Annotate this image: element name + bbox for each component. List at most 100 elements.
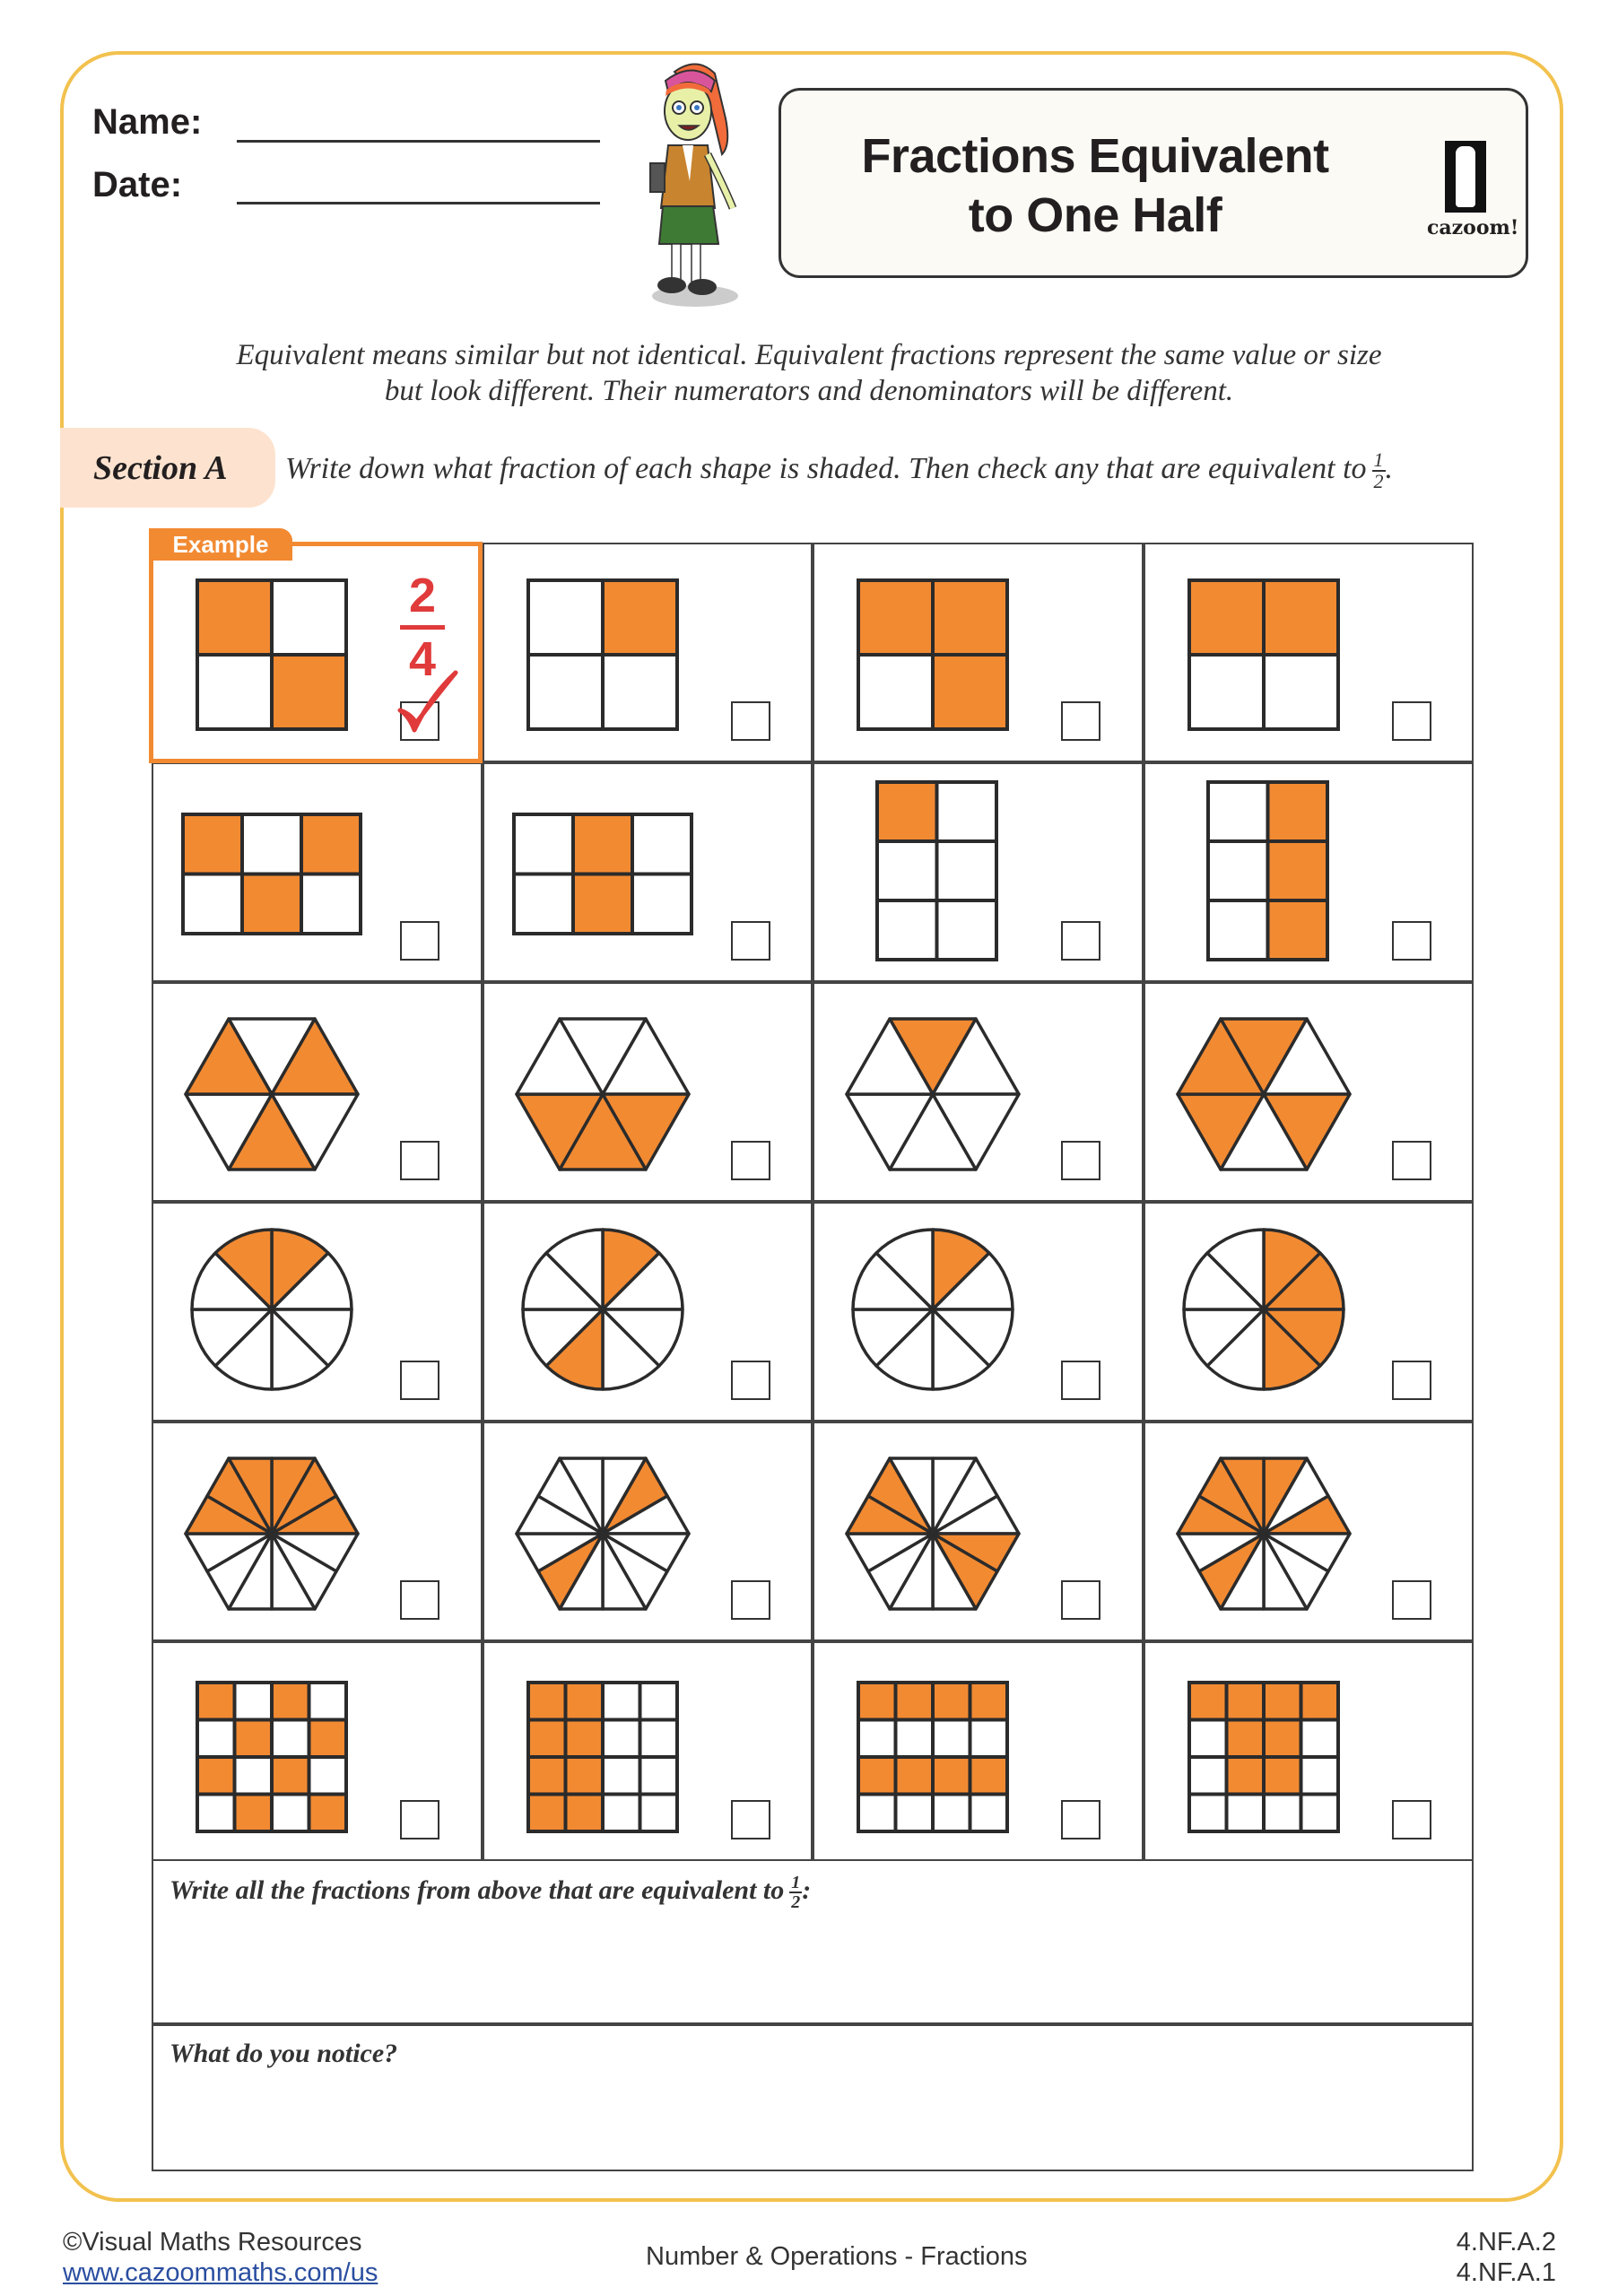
shaded-part <box>931 578 1009 657</box>
equivalent-checkbox[interactable] <box>730 921 770 961</box>
unshaded-part <box>638 1755 679 1796</box>
shaded-part <box>526 1718 567 1759</box>
unshaded-part <box>181 872 244 935</box>
shape-cell <box>152 1422 483 1641</box>
equivalent-checkbox[interactable] <box>730 701 770 741</box>
unshaded-part <box>935 839 998 902</box>
section-instruction: Write down what fraction of each shape i… <box>285 450 1393 491</box>
shape-cell <box>813 1422 1144 1641</box>
example-highlight <box>149 542 483 763</box>
equivalent-checkbox[interactable] <box>1391 1141 1431 1180</box>
unshaded-part <box>968 1792 1009 1833</box>
fraction-bar <box>400 625 445 630</box>
shaded-part <box>875 780 939 843</box>
shaded-part <box>1261 578 1340 657</box>
logo-text: cazoom! <box>1427 216 1519 239</box>
shape-cell <box>482 1202 813 1422</box>
name-field[interactable] <box>237 140 600 143</box>
unshaded-part <box>857 653 935 731</box>
shaded-part <box>1261 1718 1302 1759</box>
unshaded-part <box>1187 1718 1228 1759</box>
unshaded-part <box>875 899 939 961</box>
unshaded-part <box>638 1718 679 1759</box>
hexagon-shape <box>1175 1017 1352 1171</box>
equivalent-checkbox[interactable] <box>730 1141 770 1180</box>
equivalent-checkbox[interactable] <box>1391 701 1431 741</box>
footer-link[interactable]: www.cazoommaths.com/us <box>63 2258 378 2287</box>
equivalent-checkbox[interactable] <box>1391 921 1431 961</box>
shaded-part <box>526 1792 567 1833</box>
shaded-part <box>1218 1457 1266 1535</box>
circle-shape <box>851 1228 1014 1391</box>
shaded-part <box>526 1681 567 1722</box>
equivalent-checkbox[interactable] <box>1061 701 1100 741</box>
shaded-part <box>196 578 274 657</box>
footer-standard-2: 4.NF.A.1 <box>1456 2258 1556 2287</box>
shaded-part <box>270 1681 311 1722</box>
fraction-numerator: 1 <box>1371 448 1386 472</box>
shape-cell <box>152 982 483 1202</box>
shape-cell <box>1143 762 1474 982</box>
unshaded-part <box>1205 1228 1266 1311</box>
shaded-part <box>181 813 244 876</box>
unshaded-part <box>196 1718 237 1759</box>
date-field[interactable] <box>237 202 600 204</box>
shaded-part <box>1266 839 1329 902</box>
footer-topic: Number & Operations - Fractions <box>646 2242 1028 2271</box>
shaded-part <box>240 872 303 935</box>
unshaded-part <box>638 1792 679 1833</box>
notice-prompt: What do you notice? <box>170 2039 398 2068</box>
shaded-part <box>1224 1718 1266 1759</box>
unshaded-part <box>1205 899 1269 961</box>
equivalent-checkbox[interactable] <box>730 1580 770 1620</box>
unshaded-part <box>232 1681 274 1722</box>
equivalent-checkbox[interactable] <box>400 1580 439 1620</box>
equivalent-checkbox[interactable] <box>1061 1361 1100 1400</box>
equivalent-checkbox[interactable] <box>1391 1361 1431 1400</box>
equivalent-checkbox[interactable] <box>1061 921 1100 961</box>
date-label: Date: <box>92 165 183 204</box>
cazoom-logo: cazoom! <box>1427 141 1519 239</box>
equivalent-prompt-text: Write all the fractions from above that … <box>170 1874 785 1905</box>
equivalent-checkbox[interactable] <box>1061 1580 1100 1620</box>
hexagon-shape <box>845 1457 1021 1611</box>
equivalent-checkbox[interactable] <box>1061 1800 1100 1839</box>
equivalent-checkbox[interactable] <box>730 1800 770 1839</box>
equivalent-checkbox[interactable] <box>1391 1580 1431 1620</box>
equivalent-checkbox[interactable] <box>730 1361 770 1400</box>
unshaded-part <box>270 1718 311 1759</box>
equivalent-checkbox[interactable] <box>400 921 439 961</box>
shape-cell <box>813 543 1144 762</box>
girl-illustration <box>649 63 738 307</box>
unshaded-part <box>600 1681 641 1722</box>
shaded-part <box>307 1792 348 1833</box>
equivalent-checkbox[interactable] <box>400 1800 439 1839</box>
unshaded-part <box>845 1017 935 1096</box>
circle-shape <box>520 1228 684 1391</box>
shaded-part <box>1261 1681 1302 1722</box>
notice-answer-box[interactable]: What do you notice? <box>152 2024 1474 2171</box>
shape-cell <box>482 1641 813 1861</box>
equivalent-checkbox[interactable] <box>397 670 458 741</box>
shape-cell <box>813 982 1144 1202</box>
equivalent-answer-box[interactable]: Write all the fractions from above that … <box>152 1861 1474 2024</box>
shaded-part <box>931 1681 972 1722</box>
equivalent-checkbox[interactable] <box>1061 1141 1100 1180</box>
title-line-1: Fractions Equivalent <box>861 129 1329 183</box>
equivalent-checkbox[interactable] <box>400 1361 439 1400</box>
equivalent-checkbox[interactable] <box>1391 1800 1431 1839</box>
equivalent-checkbox[interactable] <box>400 1141 439 1180</box>
unshaded-part <box>874 1228 935 1311</box>
unshaded-part <box>888 1457 935 1535</box>
unshaded-part <box>893 1718 935 1759</box>
shaded-part <box>563 1681 605 1722</box>
shape-cell <box>1143 543 1474 762</box>
shape-cell <box>1143 1641 1474 1861</box>
hexagon-shape <box>514 1457 691 1611</box>
shape-cell <box>482 543 813 762</box>
unshaded-part <box>968 1718 1009 1759</box>
unshaded-part <box>557 1457 605 1535</box>
unshaded-part <box>300 872 362 935</box>
